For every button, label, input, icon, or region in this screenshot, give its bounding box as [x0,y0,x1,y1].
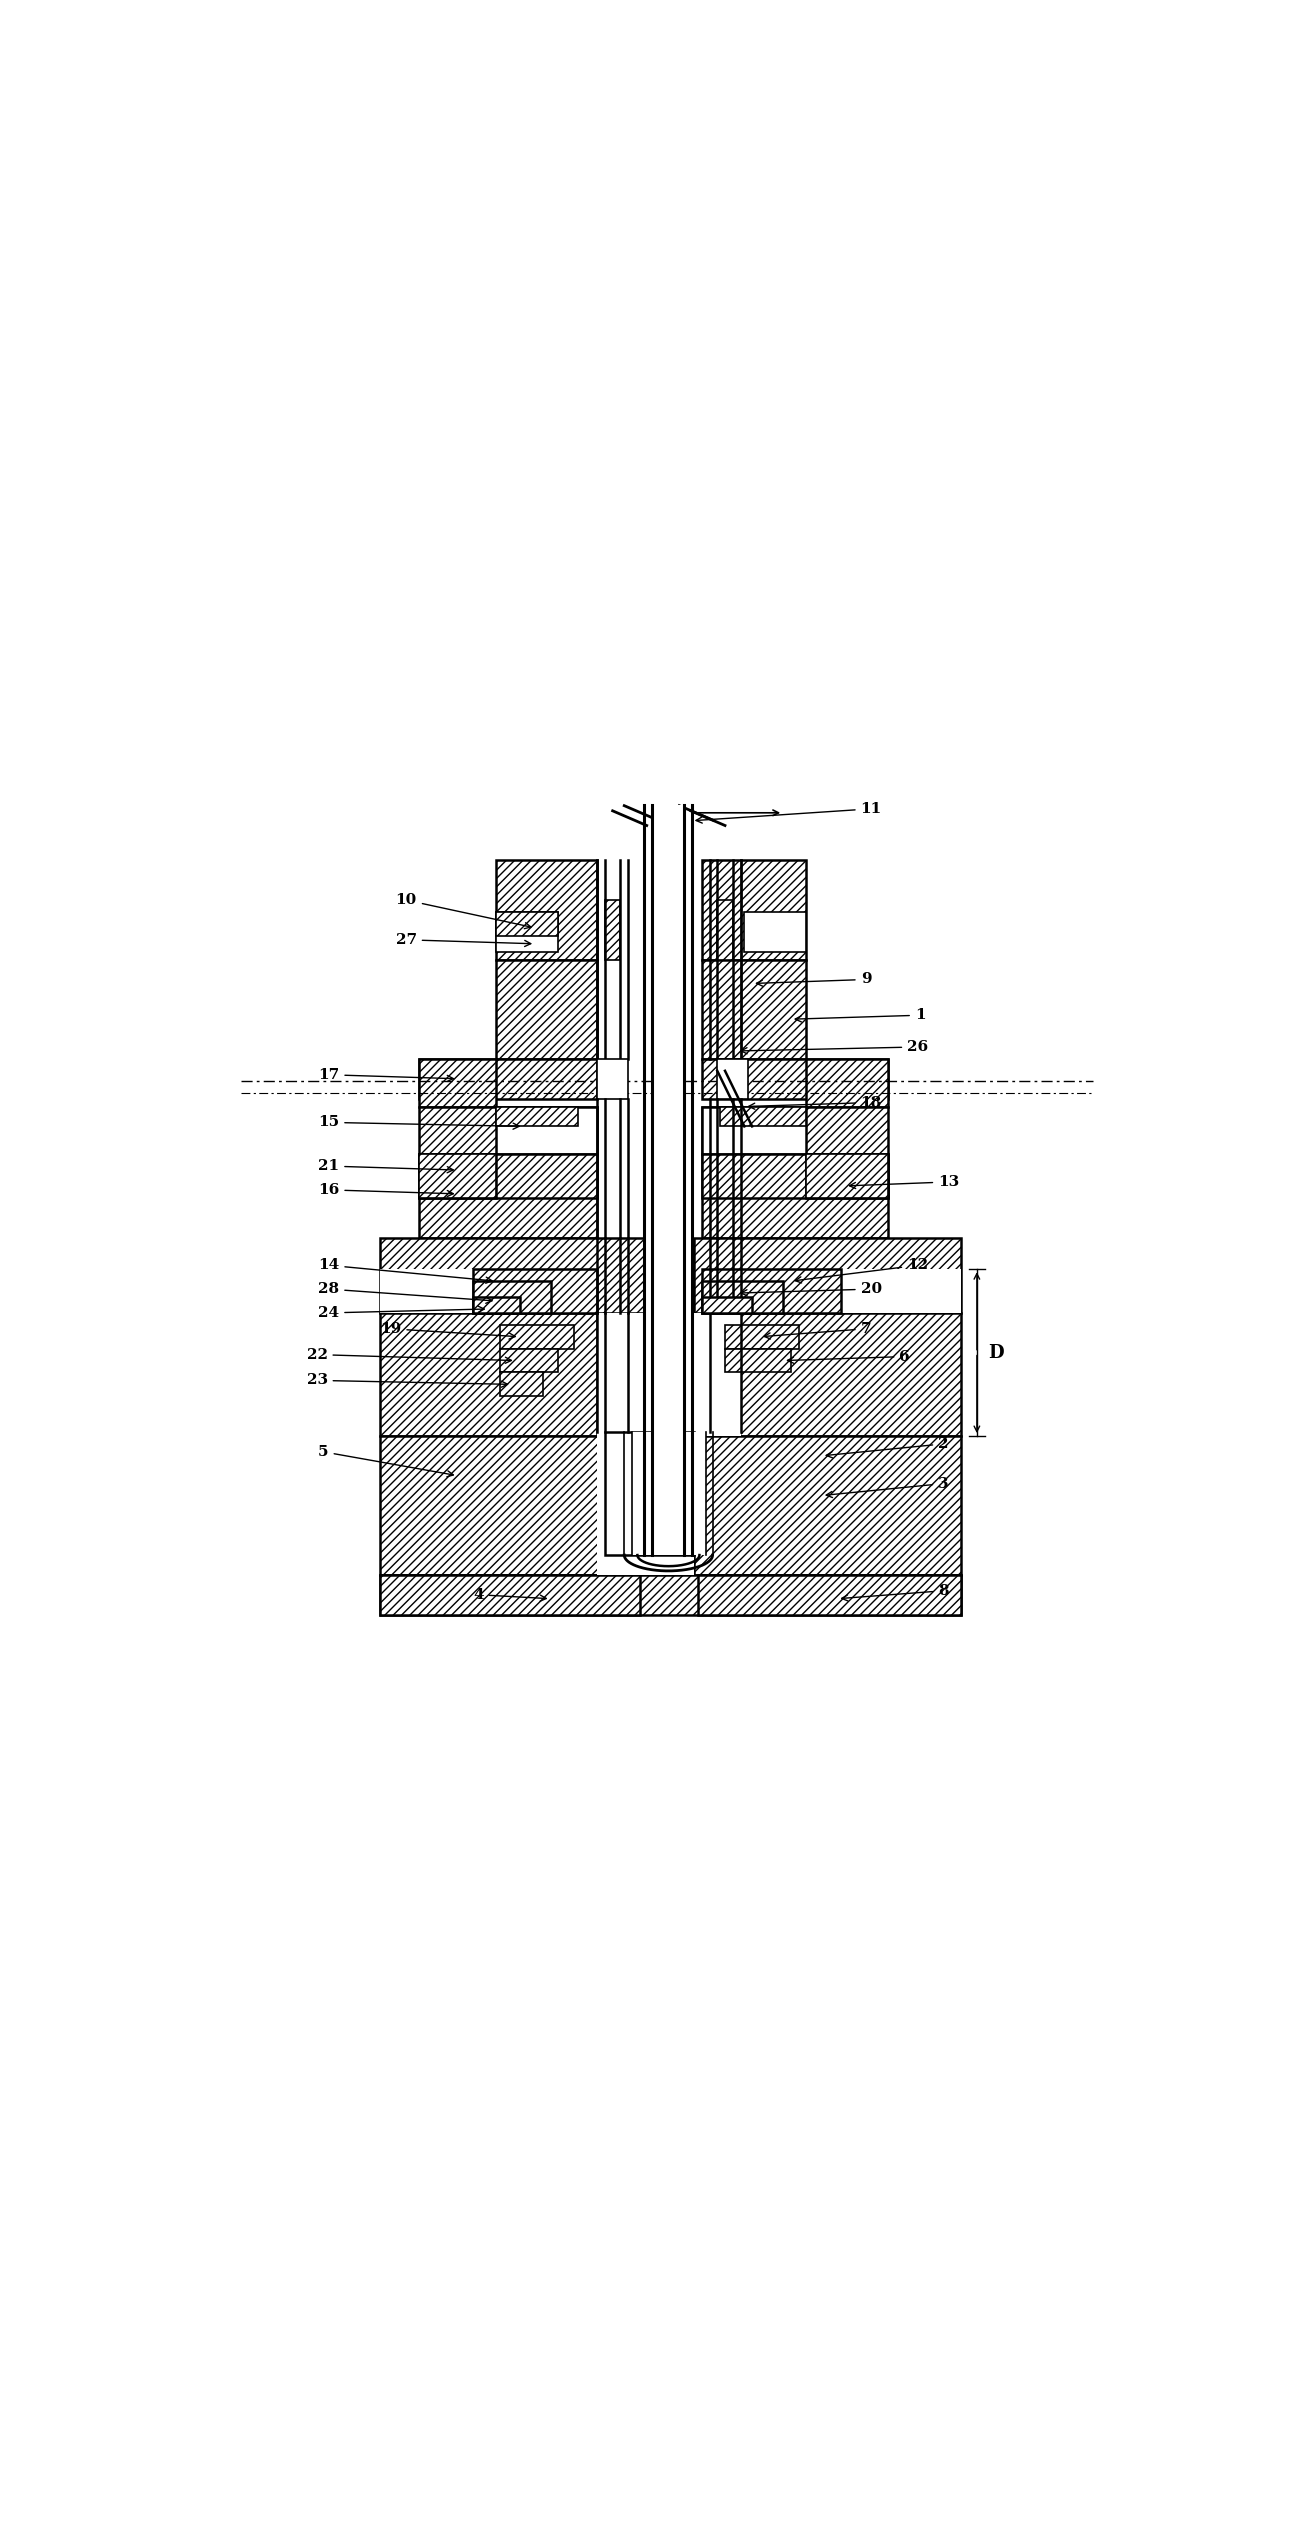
Bar [598,1060,628,1098]
Text: 19: 19 [380,1322,515,1340]
Bar [500,1325,574,1348]
Bar [702,1269,842,1312]
Bar [380,1575,639,1615]
Bar [496,1106,578,1126]
Text: 10: 10 [395,894,531,927]
Bar [380,1437,643,1575]
Text: 20: 20 [741,1282,882,1297]
Text: 3: 3 [826,1478,949,1498]
Text: 22: 22 [307,1348,512,1363]
Bar [702,1312,962,1437]
Text: 18: 18 [749,1096,882,1108]
Bar [496,912,559,935]
Bar [500,1348,559,1373]
Text: 28: 28 [318,1282,492,1305]
Bar [474,1282,551,1312]
Bar [598,1312,643,1437]
Text: 12: 12 [795,1259,928,1282]
Bar [694,1312,740,1437]
Bar [702,1282,783,1312]
Bar [702,861,806,961]
Bar [380,1269,598,1312]
Bar [419,1154,496,1198]
Bar [496,1106,598,1154]
Bar [496,961,598,1060]
Text: 2: 2 [826,1437,949,1457]
Bar [702,1060,887,1098]
Bar [726,1348,791,1373]
Bar [698,1575,962,1615]
Text: 15: 15 [318,1116,519,1129]
Bar [380,1575,962,1615]
Bar [702,1269,962,1312]
Bar [474,1297,519,1312]
Bar [606,1432,694,1554]
Text: 8: 8 [842,1585,949,1600]
Bar [606,899,620,961]
Bar [598,1437,694,1575]
Bar [806,1060,887,1106]
Bar [702,1297,752,1312]
Bar [702,1106,887,1238]
Text: 14: 14 [318,1259,492,1284]
Text: 23: 23 [307,1373,508,1386]
Bar [496,912,559,953]
Bar [718,899,732,961]
Text: 27: 27 [395,933,531,948]
Bar [419,1154,496,1198]
Bar [419,1154,598,1198]
Text: 11: 11 [696,803,882,823]
Bar [694,1437,962,1575]
Text: 24: 24 [318,1307,484,1320]
Bar [726,1325,799,1348]
Bar [496,861,598,961]
Bar [380,1238,643,1312]
Bar [719,1106,806,1126]
Bar [806,1154,887,1198]
Bar [744,912,806,953]
Bar [419,1106,598,1238]
Text: 4: 4 [474,1587,547,1603]
Text: 1: 1 [795,1009,925,1022]
Bar [500,1373,543,1396]
Bar [652,805,684,1554]
Bar [806,1154,887,1198]
Bar [718,1060,748,1098]
Bar [702,1106,806,1154]
Text: D: D [988,1343,1004,1361]
Text: 16: 16 [318,1182,453,1198]
Bar [702,1154,887,1198]
Bar [419,1060,496,1106]
Bar [632,1432,706,1554]
Bar [419,1060,598,1098]
Text: 21: 21 [318,1159,453,1172]
Text: 6: 6 [787,1350,910,1363]
Text: 5: 5 [318,1445,453,1478]
Text: 13: 13 [850,1175,959,1190]
Bar [474,1269,598,1312]
Bar [694,1238,962,1312]
Bar [380,1312,598,1437]
Text: 7: 7 [765,1322,872,1340]
Text: 9: 9 [757,973,872,986]
Bar [702,961,806,1060]
Text: 26: 26 [741,1040,928,1055]
Text: 17: 17 [318,1068,453,1083]
